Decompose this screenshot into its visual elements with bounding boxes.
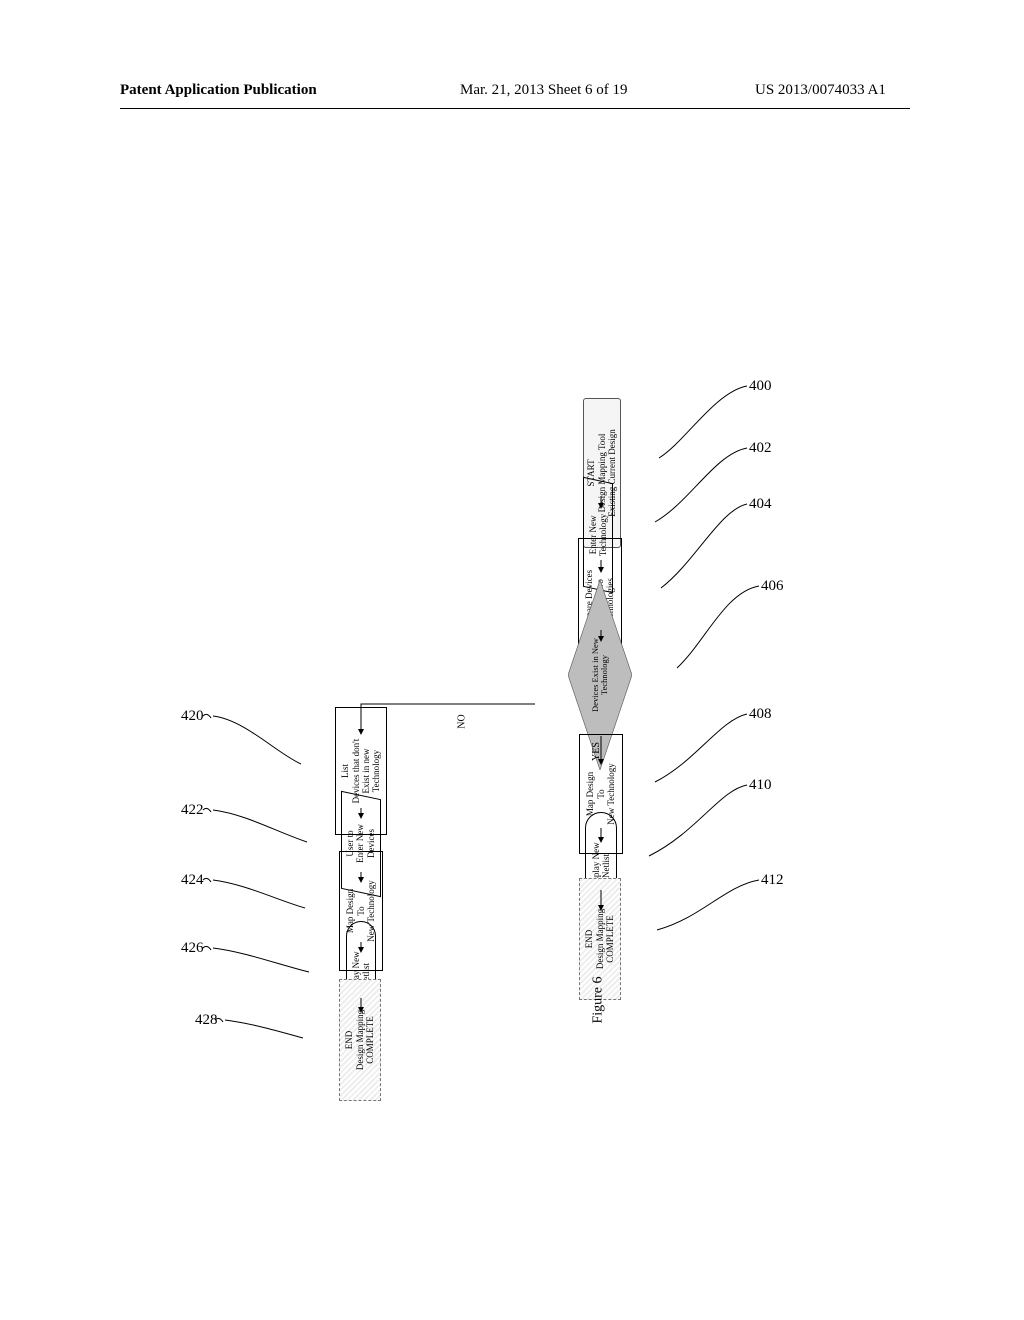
figure-caption: Figure 6 <box>591 976 607 1023</box>
header-left: Patent Application Publication <box>120 82 317 99</box>
leader-lines <box>125 332 905 1072</box>
flowchart-figure: START Design Mapping Tool Existing Curre… <box>125 332 905 1052</box>
header-right: US 2013/0074033 A1 <box>755 82 886 99</box>
header-mid: Mar. 21, 2013 Sheet 6 of 19 <box>460 82 627 99</box>
page: Patent Application Publication Mar. 21, … <box>0 0 1024 1320</box>
header-rule <box>120 108 910 109</box>
